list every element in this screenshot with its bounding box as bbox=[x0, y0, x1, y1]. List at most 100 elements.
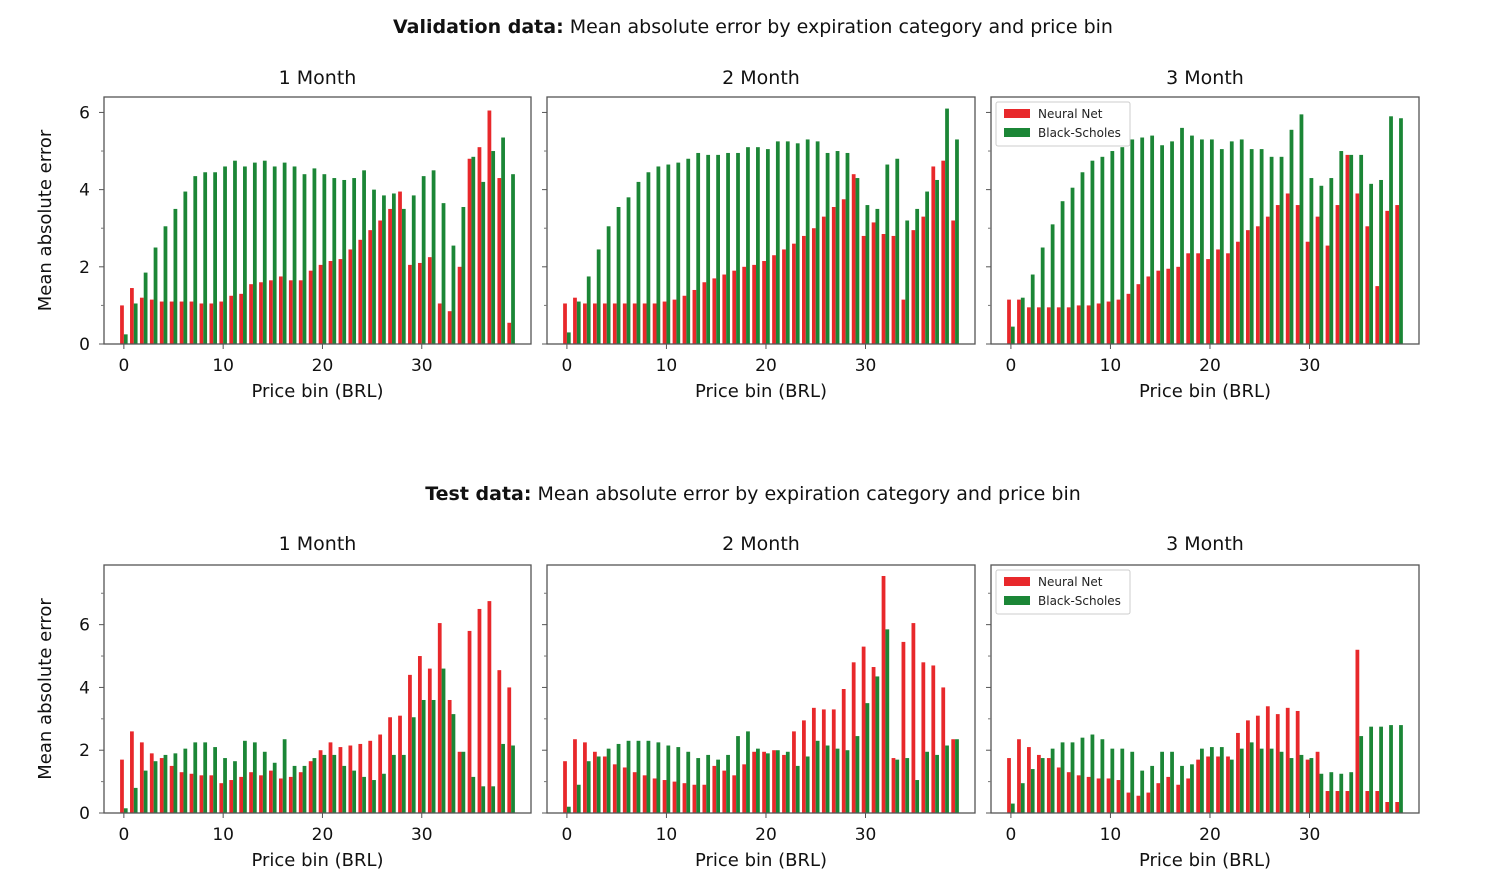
bar-neural-net bbox=[1146, 276, 1151, 344]
bar-black-scholes bbox=[855, 736, 860, 813]
bar-black-scholes bbox=[845, 750, 850, 813]
bar-black-scholes bbox=[736, 152, 740, 344]
bar-neural-net bbox=[702, 784, 707, 813]
bar-neural-net bbox=[417, 656, 422, 813]
bar-black-scholes bbox=[481, 181, 486, 344]
bar-neural-net bbox=[1046, 758, 1051, 813]
bar-black-scholes bbox=[1030, 274, 1035, 344]
bar-neural-net bbox=[851, 174, 856, 344]
bar-neural-net bbox=[861, 646, 866, 813]
y-tick-label: 6 bbox=[79, 616, 90, 636]
bar-black-scholes bbox=[1090, 160, 1095, 344]
bar-black-scholes bbox=[1339, 151, 1344, 344]
bar-black-scholes bbox=[646, 740, 651, 813]
subplot-title: 1 Month bbox=[279, 533, 357, 555]
bar-neural-net bbox=[1186, 253, 1191, 344]
bar-black-scholes bbox=[945, 745, 949, 813]
bar-neural-net bbox=[1345, 154, 1350, 344]
bar-neural-net bbox=[308, 761, 313, 813]
bar-black-scholes bbox=[945, 108, 949, 344]
bar-neural-net bbox=[278, 276, 283, 344]
bar-neural-net bbox=[1136, 284, 1141, 344]
bar-neural-net bbox=[1285, 707, 1290, 813]
bar-neural-net bbox=[507, 687, 512, 813]
bar-black-scholes bbox=[243, 740, 247, 813]
bar-black-scholes bbox=[606, 226, 611, 344]
bar-black-scholes bbox=[1269, 748, 1274, 813]
bar-black-scholes bbox=[626, 740, 631, 813]
bar-black-scholes bbox=[1070, 742, 1075, 813]
bar-black-scholes bbox=[362, 776, 366, 813]
bar-black-scholes bbox=[1299, 754, 1304, 813]
subplot-4: 0 10 20 30 0 2 4 6 1 Month Price bin (BRL) Mean ab… bbox=[35, 533, 532, 871]
bar-neural-net bbox=[1355, 649, 1360, 813]
subplot-1: 0 10 20 30 0 2 4 6 1 Month Price bin (BRL) Mean ab… bbox=[35, 67, 532, 402]
bar-neural-net bbox=[1036, 307, 1041, 344]
bar-black-scholes bbox=[153, 247, 158, 344]
bar-black-scholes bbox=[1369, 183, 1374, 344]
bar-neural-net bbox=[130, 288, 134, 344]
legend-label: Black-Scholes bbox=[1038, 126, 1121, 140]
bar-black-scholes bbox=[292, 166, 297, 344]
subplot-3: 0 10 20 30 3 Month Price bin (BRL) Neural Net B… bbox=[986, 67, 1420, 402]
bar-black-scholes bbox=[461, 206, 466, 344]
bar-black-scholes bbox=[1329, 772, 1334, 813]
plot-frame bbox=[990, 96, 1420, 345]
x-tick-label: 10 bbox=[656, 356, 678, 376]
bar-black-scholes bbox=[1190, 764, 1194, 813]
bar-black-scholes bbox=[481, 786, 486, 813]
figure-suptitle: Test data: Mean absolute error by expira… bbox=[425, 483, 1081, 505]
bar-black-scholes bbox=[1209, 747, 1214, 813]
bar-neural-net bbox=[573, 297, 577, 344]
bar-neural-net bbox=[682, 295, 687, 344]
y-tick-label: 6 bbox=[79, 103, 90, 123]
bar-neural-net bbox=[901, 641, 906, 813]
bar-neural-net bbox=[1385, 802, 1390, 813]
bar-black-scholes bbox=[282, 162, 287, 344]
bar-neural-net bbox=[437, 623, 442, 813]
bar-neural-net bbox=[891, 758, 896, 813]
plot-frame bbox=[546, 96, 976, 345]
bar-neural-net bbox=[871, 222, 876, 344]
bar-black-scholes bbox=[143, 770, 148, 813]
x-tick-label: 20 bbox=[312, 825, 334, 845]
bar-neural-net bbox=[1375, 286, 1380, 344]
bar-neural-net bbox=[871, 667, 876, 813]
bar-black-scholes bbox=[1229, 759, 1234, 813]
bar-black-scholes bbox=[1080, 172, 1085, 344]
bar-black-scholes bbox=[1090, 734, 1095, 813]
bar-black-scholes bbox=[596, 756, 601, 813]
bar-neural-net bbox=[348, 249, 353, 344]
bar-black-scholes bbox=[935, 179, 939, 344]
bar-neural-net bbox=[368, 230, 373, 344]
bar-black-scholes bbox=[1100, 739, 1105, 813]
bar-neural-net bbox=[467, 630, 472, 813]
bar-neural-net bbox=[612, 764, 617, 813]
bar-neural-net bbox=[1365, 791, 1370, 813]
bar-black-scholes bbox=[656, 742, 661, 813]
bar-neural-net bbox=[841, 199, 846, 344]
bar-black-scholes bbox=[461, 751, 466, 813]
bar-black-scholes bbox=[491, 151, 496, 344]
bar-neural-net bbox=[179, 301, 184, 344]
bar-neural-net bbox=[120, 305, 124, 344]
bar-neural-net bbox=[288, 280, 293, 344]
bar-black-scholes bbox=[1399, 118, 1403, 344]
x-tick-label: 10 bbox=[656, 825, 678, 845]
bar-neural-net bbox=[1096, 303, 1101, 344]
bar-black-scholes bbox=[716, 759, 720, 813]
bar-black-scholes bbox=[272, 762, 277, 813]
bar-neural-net bbox=[762, 751, 766, 813]
bar-black-scholes bbox=[646, 172, 651, 344]
bar-neural-net bbox=[1395, 802, 1400, 813]
bar-neural-net bbox=[841, 689, 846, 813]
plot-frame bbox=[103, 96, 532, 345]
subplot-2: 0 10 20 30 2 Month Price bin (BRL) bbox=[542, 67, 976, 402]
bar-neural-net bbox=[811, 228, 816, 344]
bar-black-scholes bbox=[815, 740, 820, 813]
bar-neural-net bbox=[951, 220, 956, 344]
bar-neural-net bbox=[802, 720, 806, 813]
bar-black-scholes bbox=[706, 754, 711, 813]
bar-neural-net bbox=[1086, 305, 1091, 344]
